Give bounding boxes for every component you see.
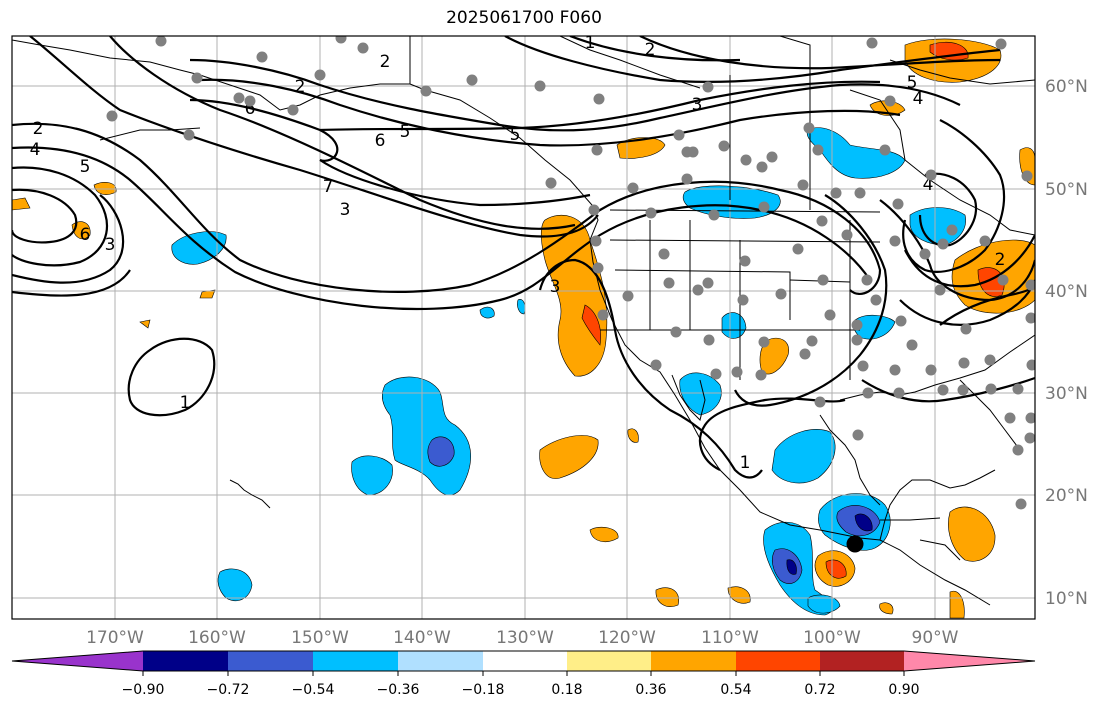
- contour-lines: [12, 36, 1035, 479]
- colorbar-min-extend: [12, 651, 143, 671]
- colorbar-bin: [736, 651, 820, 671]
- contour-label: 4: [913, 89, 924, 109]
- lon-label: 140°W: [393, 628, 451, 648]
- colorbar-tick-label: −0.72: [207, 682, 250, 698]
- contour-label: 2: [380, 52, 391, 72]
- colorbar-bin: [143, 651, 228, 671]
- warm-area-small4: [589, 526, 619, 543]
- contour-label: 3: [340, 200, 351, 220]
- contour-label: 6: [375, 131, 386, 151]
- colorbar-tick-label: −0.54: [292, 682, 335, 698]
- map-title: 2025061700 F060: [446, 8, 602, 28]
- cool-area-hawaii-west: [351, 455, 393, 496]
- contour-label: 5: [80, 157, 91, 177]
- contour-label: 2: [295, 77, 306, 97]
- contour-label: 3: [105, 235, 116, 255]
- warm-area-small7: [627, 428, 639, 443]
- warm-area-texas: [759, 337, 789, 375]
- longitude-labels: 170°W 160°W 150°W 140°W 130°W 120°W 110°…: [86, 628, 959, 648]
- cool-area-greatlakes: [909, 207, 966, 246]
- colorbar-tick-label: 0.72: [804, 682, 835, 698]
- station-dots: [106, 36, 1035, 510]
- colorbar-tick-label: −0.18: [462, 682, 505, 698]
- lon-label: 170°W: [86, 628, 144, 648]
- lon-label: 90°W: [912, 628, 959, 648]
- cool-deep-mexico-sw: [854, 513, 873, 532]
- cool-area-pac-sm1: [217, 568, 253, 602]
- colorbar-tick-label: 0.36: [635, 682, 666, 698]
- lon-label: 160°W: [188, 628, 246, 648]
- contour-label: 2: [645, 40, 656, 60]
- warm-area-ne-pac: [539, 435, 599, 479]
- colorbar: −0.90 −0.72 −0.54 −0.36 −0.18 0.18 0.36 …: [11, 650, 1036, 698]
- warm-area-pac-small1: [12, 197, 31, 211]
- contour-label: 6: [80, 225, 91, 245]
- cool-area-mexico-central: [771, 429, 836, 484]
- lat-label: 40°N: [1045, 282, 1088, 302]
- contour-label: 1: [740, 453, 751, 473]
- cool-area-pac-sm3: [517, 299, 526, 315]
- contour-label: 5: [400, 122, 411, 142]
- contour-labels: 2 2 2 3 3 3 3 4 4 4 5 5 5 5 6 6 6 7 1 1 …: [30, 33, 1006, 473]
- warm-area-central-am: [948, 506, 996, 562]
- colorbar-max-extend: [904, 651, 1035, 671]
- warm-area-small6: [727, 586, 751, 604]
- contour-label: 4: [30, 140, 41, 160]
- contour-label: 3: [692, 95, 703, 115]
- cool-core-hawaii-north: [427, 436, 455, 467]
- lon-label: 100°W: [803, 628, 861, 648]
- colorbar-tick-label: 0.90: [888, 682, 919, 698]
- cool-area-pac-sm2: [479, 306, 495, 319]
- colorbar-bin: [820, 651, 904, 671]
- colorbar-bin: [228, 651, 313, 671]
- lat-label: 60°N: [1045, 77, 1088, 97]
- map-frame: [11, 35, 1036, 620]
- colorbar-bin: [398, 651, 483, 671]
- contour-label: 2: [995, 250, 1006, 270]
- contour-label: 6: [245, 99, 256, 119]
- colorbar-bin: [483, 651, 567, 671]
- contour-label: 7: [323, 177, 334, 197]
- contour-label: 5: [510, 125, 521, 145]
- lat-label: 20°N: [1045, 486, 1088, 506]
- colorbar-bin: [567, 651, 651, 671]
- lat-label: 30°N: [1045, 384, 1088, 404]
- warm-area-small5: [655, 587, 679, 607]
- contour-label: 4: [923, 175, 934, 195]
- lat-label: 50°N: [1045, 180, 1088, 200]
- warm-area-small12: [879, 602, 894, 615]
- colorbar-tick-label: −0.90: [122, 682, 165, 698]
- warm-area-bc: [616, 137, 666, 159]
- colorbar-tick-label: 0.18: [551, 682, 582, 698]
- lon-label: 120°W: [598, 628, 656, 648]
- warm-area-small11: [139, 319, 151, 329]
- cool-deep-mexico-s: [786, 559, 797, 575]
- warm-core-california: [581, 304, 601, 346]
- colorbar-bin: [313, 651, 398, 671]
- shaded-fields: [12, 38, 1035, 619]
- lon-label: 110°W: [701, 628, 759, 648]
- contour-label: 5: [907, 73, 918, 93]
- map-content: 2 2 2 3 3 3 3 4 4 4 5 5 5 5 6 6 6 7 1 1 …: [12, 33, 1035, 619]
- lon-label: 130°W: [496, 628, 554, 648]
- storm-center-marker: [846, 535, 864, 553]
- warm-core-mexico-south: [825, 559, 847, 579]
- colorbar-tick-label: −0.36: [377, 682, 420, 698]
- contour-label: 1: [585, 33, 596, 53]
- colorbar-tick-label: 0.54: [720, 682, 751, 698]
- lon-label: 150°W: [291, 628, 349, 648]
- latitude-labels: 60°N 50°N 40°N 30°N 20°N 10°N: [1045, 77, 1088, 609]
- colorbar-bin: [651, 651, 736, 671]
- contour-label: 2: [33, 119, 44, 139]
- contour-label: 1: [180, 393, 191, 413]
- lat-label: 10°N: [1045, 589, 1088, 609]
- contour-label: 3: [550, 277, 561, 297]
